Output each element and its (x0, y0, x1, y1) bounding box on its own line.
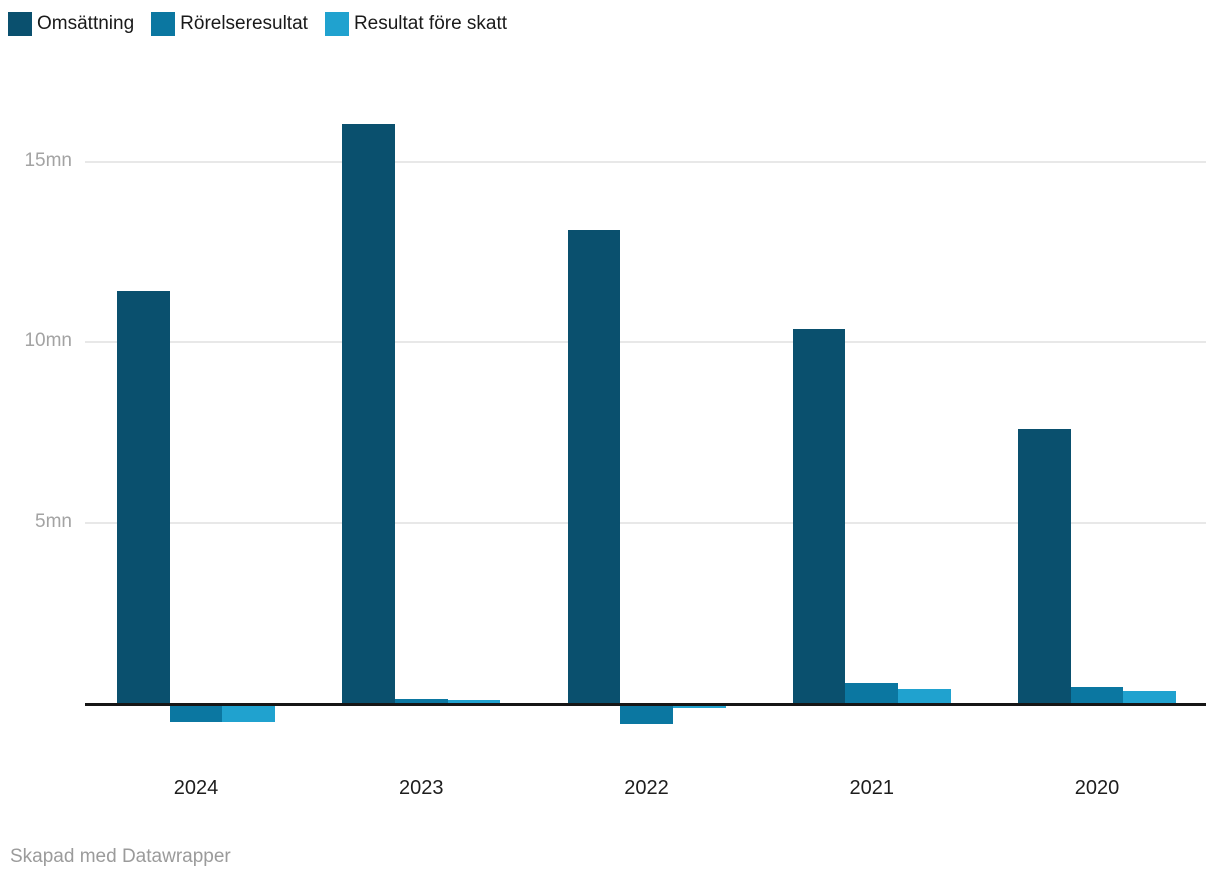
gridline-15mn (85, 160, 1206, 163)
x-axis-label-2022: 2022 (624, 777, 669, 799)
bar-2023-series-2 (394, 698, 448, 703)
bar-2020-series-2 (1070, 686, 1124, 703)
legend-item-label: Omsättning (37, 13, 135, 34)
bar-2021-series-2 (845, 683, 899, 703)
bar-2022-series-1 (567, 230, 621, 703)
bar-2023-series-3 (447, 700, 501, 703)
x-axis-label-2024: 2024 (173, 777, 219, 799)
bar-2024-series-3 (222, 706, 276, 723)
bar-2020-series-1 (1018, 428, 1071, 703)
bar-2022-series-2 (620, 706, 673, 725)
legend-item-3: Resultat före skatt (324, 12, 508, 36)
legend-item-label: Rörelseresultat (180, 13, 308, 34)
bar-2022-series-3 (672, 706, 726, 708)
x-axis-label-2020: 2020 (1074, 777, 1120, 799)
y-axis-tick-label: 10mn (24, 330, 72, 351)
x-axis-zero-line (85, 703, 1206, 706)
bar-2023-series-1 (342, 123, 395, 703)
bar-2020-series-3 (1123, 691, 1177, 703)
bar-2021-series-3 (898, 689, 951, 703)
legend-swatch-icon (151, 12, 176, 36)
legend-swatch-icon (324, 12, 349, 36)
gridline-5mn (85, 521, 1206, 524)
legend-item-2: Rörelseresultat (151, 12, 308, 36)
gridline-10mn (85, 341, 1206, 343)
x-axis-label-2023: 2023 (399, 777, 444, 799)
y-axis-tick-label: 5mn (35, 510, 72, 532)
bar-2021-series-1 (792, 329, 846, 703)
credit-line: Skapad med Datawrapper (10, 846, 231, 867)
bar-2024-series-1 (117, 291, 170, 703)
x-axis-label-2021: 2021 (849, 777, 895, 799)
legend-item-label: Resultat före skatt (353, 13, 508, 34)
bar-2024-series-2 (169, 706, 223, 723)
legend-item-1: Omsättning (8, 12, 134, 36)
y-axis-tick-label: 15mn (24, 149, 72, 171)
legend-swatch-icon (8, 12, 32, 36)
legend: Omsättning Rörelseresultat Resultat före s… (8, 12, 507, 36)
